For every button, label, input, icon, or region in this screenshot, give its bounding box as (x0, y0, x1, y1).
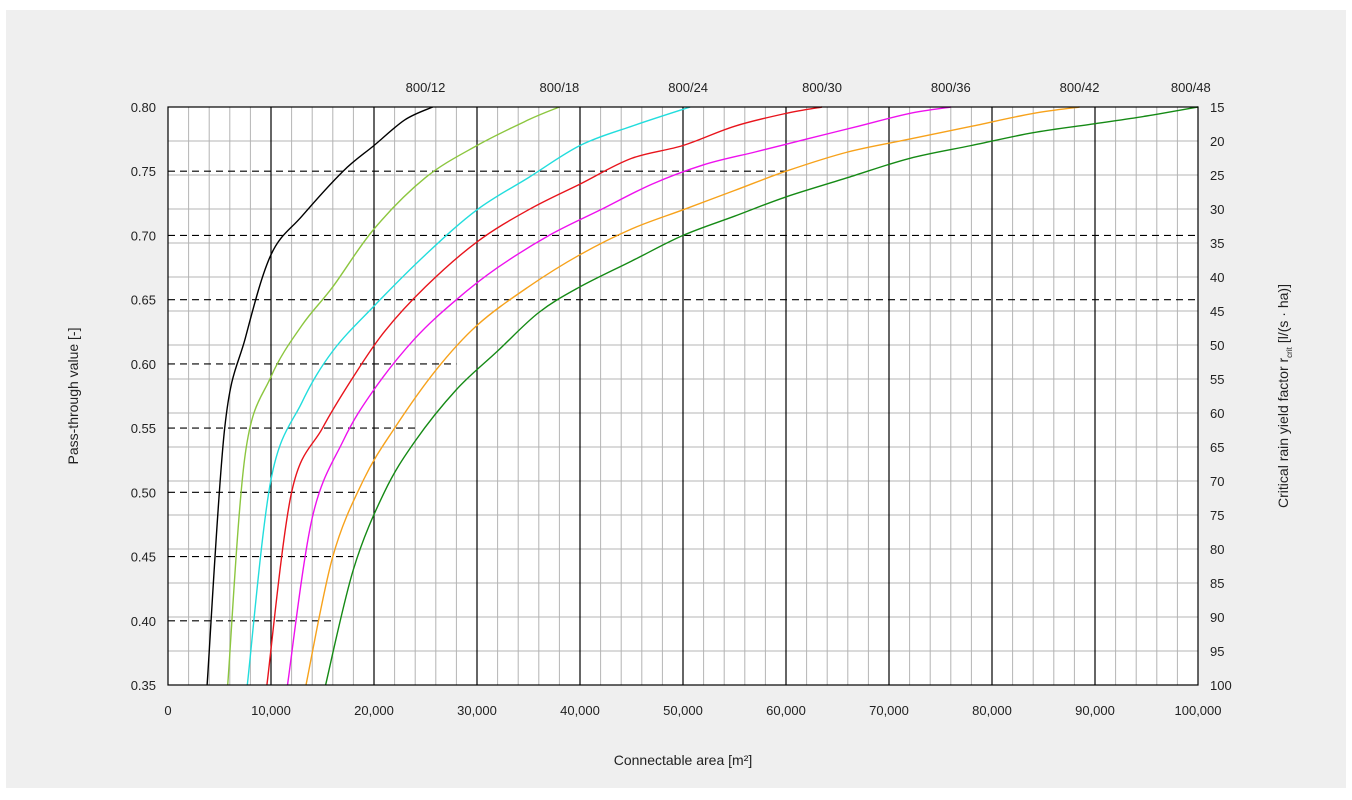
x-tick-label: 60,000 (766, 703, 806, 718)
y2-tick-label: 50 (1210, 338, 1224, 353)
x-axis-ticks: 0 10,000 20,000 30,000 40,000 50,000 60,000 70,… (164, 703, 1221, 718)
y2-tick-label: 100 (1210, 678, 1232, 693)
y-tick-label: 0.70 (131, 228, 156, 243)
x-tick-label: 70,000 (869, 703, 909, 718)
series-line-800-48 (324, 106, 1199, 686)
x-tick-label: 90,000 (1075, 703, 1115, 718)
y2-tick-label: 70 (1210, 474, 1224, 489)
y2-tick-label: 85 (1210, 576, 1224, 591)
y2-tick-label: 95 (1210, 644, 1224, 659)
y-tick-label: 0.50 (131, 485, 156, 500)
y2-tick-label: 30 (1210, 202, 1224, 217)
series-label: 800/42 (1060, 80, 1100, 95)
series-lines (206, 106, 1199, 686)
series-line-800-24 (246, 106, 691, 686)
series-label: 800/48 (1171, 80, 1211, 95)
x-tick-label: 10,000 (251, 703, 291, 718)
y2-tick-label: 75 (1210, 508, 1224, 523)
y2-tick-label: 90 (1210, 610, 1224, 625)
y2-tick-label: 35 (1210, 236, 1224, 251)
y-tick-label: 0.40 (131, 614, 156, 629)
y2-tick-label: 20 (1210, 134, 1224, 149)
series-line-800-30 (266, 106, 823, 686)
series-line-800-42 (305, 106, 1080, 686)
y2-tick-label: 80 (1210, 542, 1224, 557)
y2-tick-label: 40 (1210, 270, 1224, 285)
series-line-800-36 (286, 106, 951, 686)
y2-axis-label: Critical rain yield factor rcrit [l/(s · … (1275, 284, 1294, 508)
y2-tick-label: 60 (1210, 406, 1224, 421)
y2-axis-ticks: 15 20 25 30 35 40 45 50 55 60 65 70 75 80 85 90 95 100 (1210, 100, 1232, 693)
x-tick-label: 0 (164, 703, 171, 718)
y2-tick-label: 25 (1210, 168, 1224, 183)
y-axis-label: Pass-through value [-] (65, 328, 81, 465)
series-labels: 800/12 800/18 800/24 800/30 800/36 800/42 800/… (406, 80, 1211, 95)
series-label: 800/24 (668, 80, 708, 95)
y-tick-label: 0.65 (131, 293, 156, 308)
chart-panel: 0 10,000 20,000 30,000 40,000 50,000 60,000 70,… (6, 10, 1346, 788)
y-tick-label: 0.35 (131, 678, 156, 693)
y-tick-label: 0.45 (131, 550, 156, 565)
y2-tick-label: 55 (1210, 372, 1224, 387)
y2-axis-label-unit: [l/(s · ha)] (1275, 284, 1291, 343)
y2-tick-label: 45 (1210, 304, 1224, 319)
x-axis-label: Connectable area [m²] (614, 752, 753, 768)
x-tick-label: 80,000 (972, 703, 1012, 718)
y-tick-label: 0.80 (131, 100, 156, 115)
x-tick-label: 50,000 (663, 703, 703, 718)
series-line-800-12 (206, 106, 433, 686)
y2-axis-label-main: Critical rain yield factor r (1275, 357, 1291, 507)
x-tick-label: 40,000 (560, 703, 600, 718)
y-tick-label: 0.60 (131, 357, 156, 372)
series-label: 800/30 (802, 80, 842, 95)
x-tick-label: 20,000 (354, 703, 394, 718)
y2-axis-label-subscript: crit (1285, 346, 1294, 357)
y-axis-ticks: 0.35 0.40 0.45 0.50 0.55 0.60 0.65 0.70 0.75 0.80 (131, 100, 156, 693)
series-label: 800/18 (540, 80, 580, 95)
series-label: 800/12 (406, 80, 446, 95)
y-tick-label: 0.55 (131, 421, 156, 436)
pass-through-chart: 0 10,000 20,000 30,000 40,000 50,000 60,000 70,… (65, 80, 1294, 768)
x-tick-label: 30,000 (457, 703, 497, 718)
y-tick-label: 0.75 (131, 164, 156, 179)
y2-tick-label: 65 (1210, 440, 1224, 455)
major-grid (270, 107, 1096, 685)
plot-frame (167, 106, 1199, 686)
pass-through-dashed-lines (168, 170, 1198, 622)
series-line-800-18 (227, 106, 560, 686)
series-label: 800/36 (931, 80, 971, 95)
x-tick-label: 100,000 (1175, 703, 1222, 718)
y2-tick-label: 15 (1210, 100, 1224, 115)
